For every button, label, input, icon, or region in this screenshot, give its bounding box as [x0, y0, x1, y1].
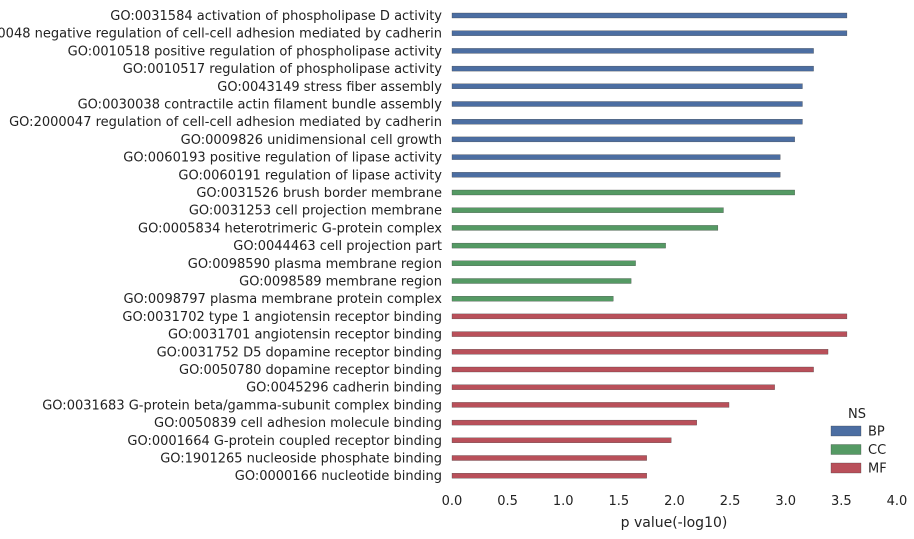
- bar-mf: [451, 455, 647, 461]
- legend-label-bp: BP: [868, 425, 885, 440]
- bar-mf: [451, 437, 672, 443]
- category-label: GO:0031526 brush border membrane: [196, 186, 442, 201]
- category-label: GO:1901265 nucleoside phosphate binding: [160, 452, 442, 467]
- x-axis-ticks: 0.0 0.5 1.0 1.5 2.0 2.5 3.0 3.5 4.0: [442, 494, 908, 509]
- x-tick-label: 0.0: [442, 494, 463, 509]
- category-label: GO:0060193 positive regulation of lipase…: [123, 151, 442, 166]
- bar-cc: [451, 207, 724, 213]
- category-label: GO:0000166 nucleotide binding: [235, 469, 442, 484]
- bar-bp: [451, 12, 848, 19]
- legend: NS BP CC MF: [830, 407, 887, 477]
- x-tick-label: 1.5: [609, 494, 630, 509]
- bar-bp: [451, 83, 803, 89]
- category-label: GO:0098797 plasma membrane protein compl…: [123, 292, 442, 307]
- bar-mf: [451, 313, 848, 320]
- category-label: GO:0050780 dopamine receptor binding: [179, 363, 442, 378]
- bar-cc: [451, 296, 614, 302]
- x-tick-label: 3.5: [831, 494, 852, 509]
- bar-mf: [451, 349, 829, 355]
- x-tick-label: 3.0: [775, 494, 796, 509]
- bar-bp: [451, 136, 795, 143]
- bar-mf: [451, 402, 730, 408]
- bar-bp: [451, 119, 803, 125]
- x-tick-label: 0.5: [497, 494, 518, 509]
- x-tick-label: 4.0: [887, 494, 908, 509]
- category-label: GO:0031702 type 1 angiotensin receptor b…: [122, 310, 442, 325]
- category-label: GO:0005834 heterotrimeric G-protein comp…: [138, 221, 442, 236]
- bar-mf: [451, 419, 697, 426]
- category-label: GO:0043149 stress fiber assembly: [217, 80, 442, 95]
- category-label: GO:0031584 activation of phospholipase D…: [110, 9, 442, 24]
- bar-mf: [451, 331, 848, 337]
- bar-mf: [451, 384, 775, 390]
- category-label: GO:2000048 negative regulation of cell-c…: [0, 27, 442, 42]
- category-label: GO:0031253 cell projection membrane: [189, 204, 442, 219]
- x-tick-label: 1.0: [553, 494, 574, 509]
- x-tick-label: 2.0: [664, 494, 685, 509]
- category-label: GO:0045296 cadherin binding: [246, 381, 442, 396]
- legend-swatch-cc: [830, 444, 862, 455]
- bar-bp: [451, 30, 848, 36]
- bar-bp: [451, 154, 781, 160]
- category-label: GO:0010518 positive regulation of phosph…: [68, 44, 443, 59]
- category-label: GO:2000047 regulation of cell-cell adhes…: [9, 115, 442, 130]
- category-label: GO:0044463 cell projection part: [233, 239, 442, 254]
- legend-label-cc: CC: [868, 443, 886, 458]
- category-label: GO:0009826 unidimensional cell growth: [181, 133, 442, 148]
- category-labels: GO:0031584 activation of phospholipase D…: [0, 9, 442, 484]
- x-tick-label: 2.5: [720, 494, 741, 509]
- category-label: GO:0031701 angiotensin receptor binding: [168, 328, 442, 343]
- x-axis-label: p value(-log10): [621, 515, 728, 531]
- legend-title: NS: [848, 407, 866, 422]
- legend-swatch-mf: [830, 462, 862, 474]
- bars-layer: [451, 12, 848, 479]
- category-label: GO:0001664 G-protein coupled receptor bi…: [127, 434, 442, 449]
- bar-mf: [451, 473, 647, 479]
- category-label: GO:0060191 regulation of lipase activity: [178, 168, 442, 183]
- legend-swatch-bp: [830, 425, 862, 437]
- bar-bp: [451, 48, 814, 54]
- legend-label-mf: MF: [868, 462, 887, 477]
- category-label: GO:0098590 plasma membrane region: [188, 257, 442, 272]
- category-label: GO:0031683 G-protein beta/gamma-subunit …: [42, 398, 442, 413]
- bar-bp: [451, 172, 781, 178]
- category-label: GO:0098589 membrane region: [239, 275, 442, 290]
- bar-bp: [451, 65, 814, 72]
- category-label: GO:0030038 contractile actin filament bu…: [78, 98, 443, 113]
- category-label: GO:0010517 regulation of phospholipase a…: [123, 62, 443, 77]
- bar-cc: [451, 278, 632, 284]
- bar-cc: [451, 242, 666, 249]
- category-label: GO:0050839 cell adhesion molecule bindin…: [154, 416, 442, 431]
- bar-mf: [451, 366, 814, 373]
- category-label: GO:0031752 D5 dopamine receptor binding: [157, 345, 442, 360]
- bar-cc: [451, 189, 795, 196]
- bar-cc: [451, 260, 636, 266]
- bar-bp: [451, 101, 803, 107]
- bar-cc: [451, 225, 719, 231]
